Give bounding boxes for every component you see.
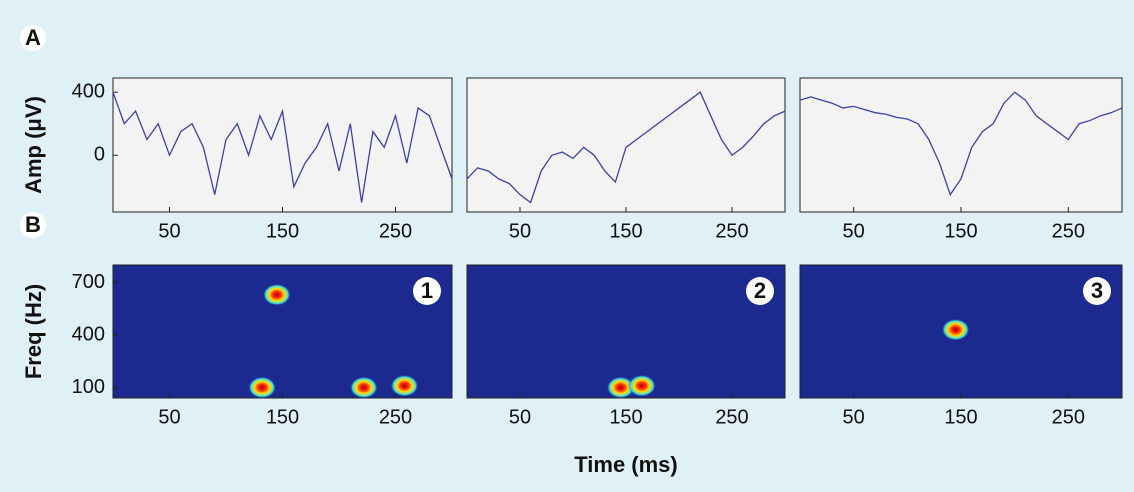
hotspot (941, 318, 970, 341)
x-tick-label: 250 (1052, 406, 1085, 428)
annotation-badge (1083, 277, 1111, 305)
plot-area (799, 77, 1123, 213)
plot-area (466, 264, 786, 399)
x-tick-label: 50 (158, 406, 180, 428)
y-tick-label: 400 (72, 323, 105, 345)
x-tick-label: 150 (609, 220, 642, 242)
y-tick-label: 100 (72, 376, 105, 398)
annotation-badge (413, 277, 441, 305)
x-tick-label: 50 (509, 406, 531, 428)
x-axis-label: Time (ms) (574, 452, 678, 477)
x-tick-label: 50 (843, 220, 865, 242)
hotspot (248, 376, 277, 399)
x-tick-label: 250 (715, 220, 748, 242)
annotation: 3 (1091, 278, 1103, 303)
signal-line (466, 91, 786, 204)
annotation-badge (746, 277, 774, 305)
x-tick-label: 50 (843, 406, 865, 428)
x-tick-label: 150 (944, 220, 977, 242)
x-tick-label: 150 (609, 406, 642, 428)
signal-line (112, 91, 453, 203)
x-tick-label: 250 (379, 406, 412, 428)
y-tick-label: 400 (72, 80, 105, 102)
x-tick-label: 150 (944, 406, 977, 428)
annotation: 1 (421, 278, 433, 303)
x-tick-label: 250 (379, 220, 412, 242)
y-tick-label: 700 (72, 271, 105, 293)
x-tick-label: 50 (158, 220, 180, 242)
panel-badge (20, 25, 46, 51)
y-axis-label: Freq (Hz) (21, 284, 46, 379)
x-tick-label: 150 (266, 406, 299, 428)
signal-line (799, 91, 1123, 197)
panel-label: B (25, 212, 41, 237)
hotspot (349, 376, 378, 399)
hotspot (262, 283, 291, 306)
hotspot (627, 374, 656, 397)
y-tick-label: 0 (94, 144, 105, 166)
plot-area (466, 77, 786, 213)
hotspot (390, 374, 419, 397)
y-axis-label: Amp (μV) (21, 96, 46, 194)
plot-area (112, 77, 453, 213)
panel-label: A (25, 25, 41, 50)
x-tick-label: 250 (1052, 220, 1085, 242)
x-tick-label: 50 (509, 220, 531, 242)
panel-badge (20, 212, 46, 238)
x-tick-label: 150 (266, 220, 299, 242)
hotspot (606, 376, 635, 399)
annotation: 2 (754, 278, 766, 303)
x-tick-label: 250 (715, 406, 748, 428)
